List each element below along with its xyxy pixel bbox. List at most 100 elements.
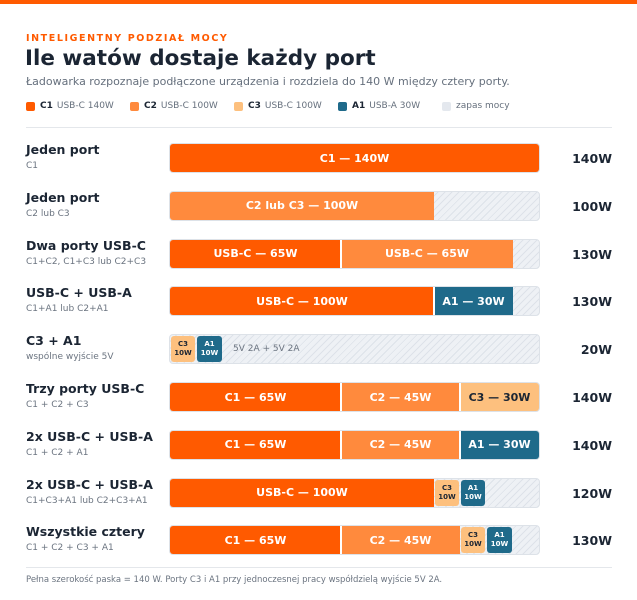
- row-title: Jeden port: [26, 142, 100, 157]
- row-title: 2x USB-C + USB-A: [26, 476, 153, 492]
- row-label: Wszystkie cztery C1 + C2 + C3 + A1: [26, 524, 145, 553]
- segment-label: A1 — 30W: [442, 294, 505, 308]
- chart-subtitle: Ładowarka rozpoznaje podłączone urządzen…: [26, 75, 510, 88]
- row-total: 140W: [572, 437, 612, 453]
- segment-divider: [340, 239, 342, 268]
- segment-label-line: 10W: [438, 492, 456, 501]
- legend-label: USB-C 100W: [160, 101, 218, 111]
- row-label: USB-C + USB-A C1+A1 lub C2+A1: [26, 285, 132, 314]
- row-title: 2x USB-C + USB-A: [26, 428, 153, 444]
- segment-label-line: C3: [467, 531, 478, 540]
- segment-label: USB-C — 100W: [256, 486, 348, 500]
- segment-divider: [459, 383, 461, 411]
- eyebrow-label: INTELIGENTNY PODZIAŁ MOCY: [26, 33, 229, 44]
- bar-segment-a1: A1 10W: [487, 527, 512, 554]
- row-ports: C1+C2, C1+C3 lub C2+C3: [26, 256, 147, 267]
- segment-label-line: C3: [177, 340, 188, 349]
- row-ports: C1: [26, 161, 39, 171]
- row-ports: C2 lub C3: [26, 208, 70, 219]
- segment-label-line: A1: [204, 340, 215, 349]
- segment-label-line: 10W: [200, 349, 219, 358]
- legend-item: zapas mocy: [442, 101, 510, 111]
- legend-item: A1 USB-A 30W: [338, 101, 420, 111]
- segment-label-line: 10W: [464, 540, 482, 549]
- segment-label-line: 10W: [174, 349, 192, 358]
- bar-segment-c2: USB-C — 65W: [341, 239, 513, 268]
- bar-segment-c3: C3 10W: [461, 527, 485, 554]
- segment-divider: [340, 383, 342, 411]
- bar-segment-c1: C1 — 65W: [170, 383, 341, 411]
- row-label: 2x USB-C + USB-A C1 + C2 + A1: [26, 429, 153, 458]
- accent-bar: [0, 0, 637, 4]
- segment-label: C1 — 65W: [224, 533, 287, 547]
- segment-label-line: A1: [467, 483, 479, 492]
- segment-label: C2 — 45W: [369, 438, 432, 452]
- divider-bottom: [26, 567, 612, 568]
- row-label: 2x USB-C + USB-A C1+C3+A1 lub C2+C3+A1: [26, 477, 153, 506]
- legend-key: C1: [40, 101, 53, 111]
- row-label: Jeden port C2 lub C3: [26, 190, 99, 219]
- bar-segment-c2: C2 — 45W: [341, 430, 460, 459]
- bar-track: C3 10W A1 10W 5V 2A + 5V 2A: [169, 334, 540, 365]
- row-total: 20W: [580, 342, 612, 358]
- bar-segment-c1: C1 — 140W: [170, 144, 539, 172]
- row-total: 120W: [572, 485, 612, 501]
- bar-track: C1 — 65W C2 — 45W A1 — 30W: [169, 429, 540, 460]
- bar-segment-c1: C1 — 65W: [170, 430, 341, 459]
- row-label: Jeden port C1: [26, 142, 99, 171]
- bar-track: USB-C — 100W A1 — 30W: [169, 286, 540, 317]
- segment-divider: [433, 287, 435, 316]
- row-title: Jeden port: [26, 189, 100, 205]
- row-ports: C1 + C2 + C3: [26, 400, 89, 410]
- segment-label: C2 — 45W: [369, 390, 432, 404]
- legend-label: zapas mocy: [456, 101, 510, 111]
- bar-track: C1 — 140W: [169, 143, 540, 173]
- row-title: USB-C + USB-A: [26, 285, 132, 301]
- bar-segment-c2: C2 lub C3 — 100W: [170, 191, 434, 220]
- bar-track: USB-C — 100W C3 10W A1 10W: [169, 477, 540, 508]
- row-label: C3 + A1 wspólne wyjście 5V: [26, 333, 113, 362]
- bar-segment-a1: A1 10W: [461, 479, 485, 506]
- bar-segment-a1: A1 — 30W: [460, 430, 539, 459]
- row-label: Dwa porty USB-C C1+C2, C1+C3 lub C2+C3: [26, 238, 146, 267]
- row-ports: C1 + C2 + C3 + A1: [26, 543, 114, 554]
- segment-label-line: 10W: [490, 540, 509, 549]
- segment-label: C2 — 45W: [369, 533, 432, 547]
- bar-segment-a1: A1 — 30W: [434, 287, 513, 316]
- bar-track: C1 — 65W C2 — 45W C3 — 30W: [169, 382, 540, 412]
- segment-divider: [340, 430, 342, 459]
- footnote: Pełna szerokość paska = 140 W. Porty C3 …: [26, 575, 443, 585]
- row-total: 130W: [572, 533, 612, 549]
- segment-label: USB-C — 65W: [213, 247, 298, 261]
- legend-label: USB-C 100W: [264, 101, 322, 111]
- legend: C1 USB-C 140W C2 USB-C 100W C3 USB-C 100W A1 US…: [26, 101, 616, 115]
- row-ports: C1+A1 lub C2+A1: [26, 304, 109, 315]
- bar-segment-c1: C1 — 65W: [170, 526, 341, 555]
- row-total: 140W: [572, 151, 612, 166]
- segment-label: C1 — 65W: [224, 438, 287, 452]
- bar-segment-c2: C2 — 45W: [341, 526, 460, 555]
- row-title: Trzy porty USB-C: [26, 381, 145, 396]
- legend-label: USB-C 140W: [56, 101, 114, 111]
- legend-item: C1 USB-C 140W: [26, 101, 114, 111]
- legend-key: C2: [144, 101, 157, 111]
- legend-swatch: [130, 101, 139, 111]
- legend-swatch: [338, 101, 347, 111]
- row-title: Wszystkie cztery: [26, 524, 145, 540]
- legend-swatch: [442, 101, 451, 111]
- bar-segment-c1: USB-C — 100W: [170, 478, 434, 507]
- row-ports: C1+C3+A1 lub C2+C3+A1: [26, 495, 148, 506]
- segment-divider: [459, 430, 461, 459]
- row-total: 130W: [572, 294, 612, 310]
- segment-label: USB-C — 65W: [385, 247, 469, 261]
- legend-item: C2 USB-C 100W: [130, 101, 218, 111]
- bar-segment-c3: C3 10W: [171, 336, 195, 363]
- segment-label-line: C3: [441, 483, 452, 492]
- bar-segment-c2: C2 — 45W: [341, 383, 460, 411]
- row-total: 140W: [572, 390, 612, 405]
- segment-label-line: A1: [494, 531, 505, 540]
- chart-title: Ile watów dostaje każdy port: [25, 46, 376, 71]
- legend-item: C3 USB-C 100W: [234, 101, 322, 111]
- bar-segment-c1: USB-C — 100W: [170, 287, 434, 316]
- segment-label-line: 10W: [464, 492, 482, 501]
